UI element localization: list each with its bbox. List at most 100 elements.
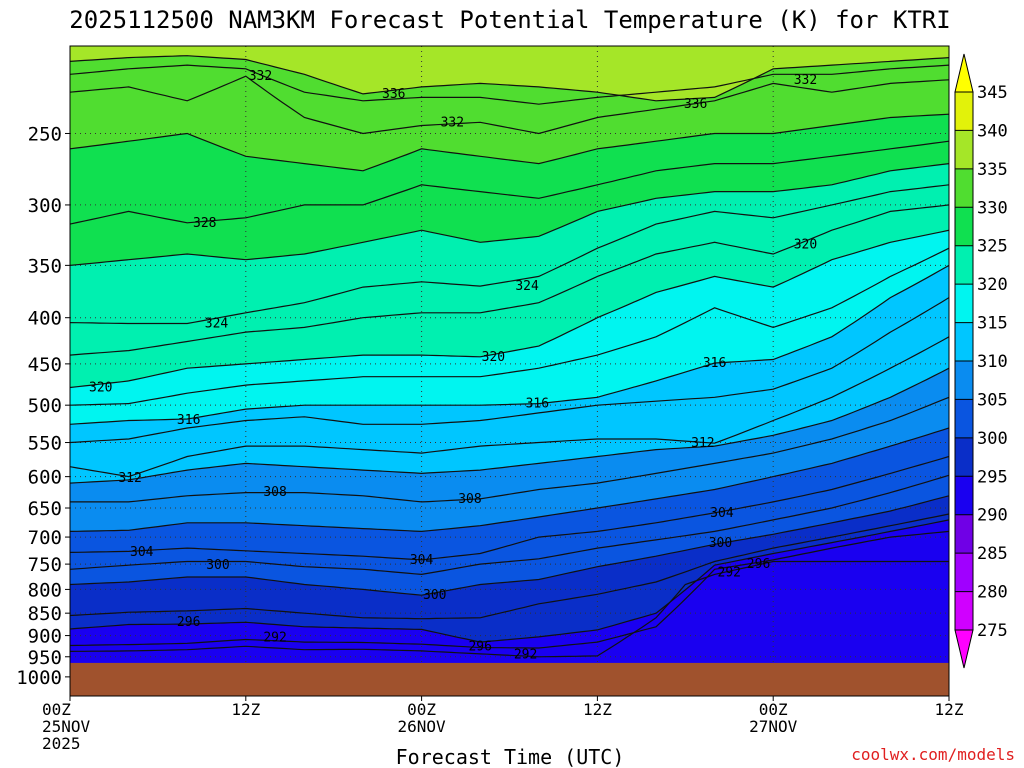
- contour-label-20: 304: [130, 545, 154, 560]
- x-tick-label-2-0: 00Z: [407, 700, 436, 719]
- contour-label-3: 336: [684, 97, 707, 112]
- ground-surface: [70, 662, 949, 696]
- pressure-axis: 2503003504004505005506006507007508008509…: [16, 123, 70, 689]
- contour-label-2: 332: [441, 115, 464, 130]
- colorbar-swatch-8: [955, 399, 973, 439]
- colorbar-swatch-2: [955, 168, 973, 208]
- x-tick-label-4-0: 00Z: [759, 700, 788, 719]
- colorbar-swatch-9: [955, 437, 973, 477]
- plot-frame: [69, 45, 950, 697]
- y-tick-label-1000: 1000: [16, 667, 62, 689]
- isentrope-308: [70, 396, 949, 503]
- contour-label-11: 320: [89, 381, 112, 396]
- contour-label-9: 320: [482, 350, 505, 365]
- contour-label-24: 292: [718, 565, 741, 580]
- contour-label-19: 300: [709, 536, 732, 551]
- colorbar-label-320: 320: [977, 275, 1008, 295]
- contour-label-12: 316: [526, 397, 549, 412]
- colorbar-swatch-4: [955, 245, 973, 285]
- theta-bands: [70, 46, 949, 696]
- colorbar-label-305: 305: [977, 390, 1008, 410]
- isentrope-330: [70, 113, 949, 172]
- contour-label-27: 292: [263, 630, 286, 645]
- y-tick-label-800: 800: [28, 579, 62, 601]
- colorbar-swatch-7: [955, 361, 973, 400]
- contour-label-10: 316: [703, 356, 726, 371]
- colorbar-label-335: 335: [977, 160, 1008, 180]
- contour-label-21: 304: [410, 553, 434, 568]
- isentrope-304: [70, 455, 949, 561]
- x-tick-label-0-2: 2025: [42, 734, 81, 753]
- y-tick-label-400: 400: [28, 308, 62, 330]
- x-tick-label-3-0: 12Z: [583, 700, 612, 719]
- contour-label-29: 292: [514, 648, 537, 663]
- colorbar-swatch-10: [955, 476, 973, 516]
- contour-label-13: 316: [177, 413, 200, 428]
- colorbar-label-315: 315: [977, 314, 1008, 334]
- contour-label-22: 296: [747, 557, 770, 572]
- contour-label-26: 296: [177, 615, 200, 630]
- colorbar-swatch-12: [955, 553, 973, 593]
- x-tick-label-4-1: 27NOV: [749, 717, 798, 736]
- isentrope-306: [70, 427, 949, 533]
- isentrope-332: [70, 75, 949, 135]
- isentrope-322: [70, 204, 949, 356]
- contour-labels: 332 336 332 336 332 328 320 324 324 320 316 320 316 3…: [89, 69, 817, 663]
- colorbar-swatch-5: [955, 284, 973, 324]
- y-tick-label-700: 700: [28, 527, 62, 549]
- y-tick-label-750: 750: [28, 554, 62, 576]
- isentrope-336: [70, 55, 949, 102]
- theta-band-336: [70, 46, 949, 101]
- x-tick-label-0-0: 00Z: [42, 700, 71, 719]
- isentrope-314: [70, 297, 949, 444]
- colorbar-label-295: 295: [977, 467, 1008, 487]
- contour-label-8: 324: [205, 317, 229, 332]
- isentrope-328: [70, 140, 949, 225]
- colorbar-label-325: 325: [977, 237, 1008, 257]
- colorbar-label-280: 280: [977, 583, 1008, 603]
- colorbar-label-285: 285: [977, 544, 1008, 564]
- colorbar-label-330: 330: [977, 198, 1008, 218]
- contour-label-15: 312: [118, 471, 141, 486]
- isentrope-302: [70, 474, 949, 576]
- y-tick-label-250: 250: [28, 123, 62, 145]
- isentrope-292: [70, 560, 949, 658]
- isentrope-318: [70, 247, 949, 406]
- colorbar-label-340: 340: [977, 121, 1008, 141]
- isentrope-contours: [70, 55, 949, 658]
- isentrope-334: [70, 64, 949, 105]
- y-tick-label-550: 550: [28, 433, 62, 455]
- y-tick-label-450: 450: [28, 354, 62, 376]
- contour-label-6: 320: [794, 238, 817, 253]
- colorbar-top-arrow: [954, 53, 974, 93]
- contour-label-5: 328: [193, 216, 216, 231]
- colorbar-swatch-0: [955, 92, 973, 131]
- colorbar-label-300: 300: [977, 429, 1008, 449]
- colorbar-label-345: 345: [977, 83, 1008, 103]
- isentrope-312: [70, 336, 949, 478]
- colorbar-swatch-11: [955, 514, 973, 554]
- contour-label-0: 332: [249, 69, 272, 84]
- isentrope-298: [70, 513, 949, 620]
- contour-label-17: 308: [458, 492, 481, 507]
- colorbar-swatch-6: [955, 322, 973, 362]
- isentrope-324: [70, 184, 949, 325]
- chart-title: 2025112500 NAM3KM Forecast Potential Tem…: [69, 6, 950, 34]
- credit-link[interactable]: coolwx.com/models: [851, 745, 1015, 764]
- colorbar-bottom-arrow: [954, 629, 974, 669]
- isentrope-310: [70, 367, 949, 484]
- colorbar-swatch-1: [955, 130, 973, 170]
- contour-label-16: 308: [263, 485, 286, 500]
- x-tick-label-5-0: 12Z: [935, 700, 964, 719]
- y-tick-label-900: 900: [28, 626, 62, 648]
- x-axis-label: Forecast Time (UTC): [396, 745, 625, 768]
- isentrope-320: [70, 229, 949, 389]
- y-tick-label-300: 300: [28, 195, 62, 217]
- contour-label-7: 324: [515, 279, 539, 294]
- isentrope-294: [70, 530, 949, 649]
- y-tick-label-650: 650: [28, 498, 62, 520]
- y-tick-label-950: 950: [28, 647, 62, 669]
- y-tick-label-600: 600: [28, 467, 62, 489]
